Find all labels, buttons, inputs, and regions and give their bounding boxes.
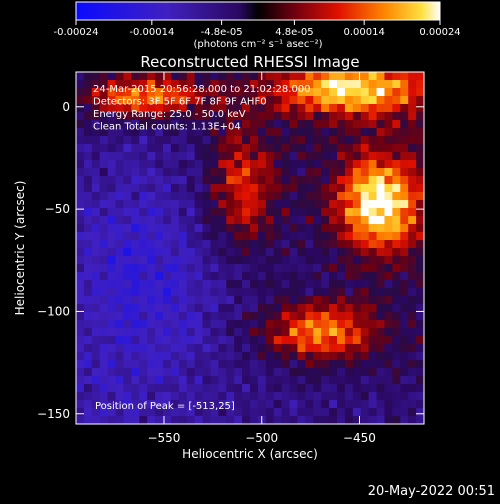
colorbar-tick-label: -0.00014 [129, 27, 174, 38]
colorbar-tick-label: 0.00014 [343, 27, 384, 38]
axis-ticks: −550 −500 −450 0 −50 −100 −150 [37, 72, 424, 445]
y-axis-label: Heliocentric Y (arcsec) [13, 181, 27, 316]
y-tick-label: −100 [37, 304, 70, 318]
info-annotations: 24-Mar-2015 20:56:28.000 to 21:02:28.000… [93, 84, 311, 133]
annotation-line: Detectors: 3F 5F 6F 7F 8F 9F AHF0 [93, 97, 267, 108]
x-tick-label: −500 [245, 431, 278, 445]
x-tick-label: −450 [343, 431, 376, 445]
colorbar-tick-label: 0.00024 [419, 27, 460, 38]
y-tick-label: −150 [37, 407, 70, 421]
plot-frame [75, 71, 425, 425]
colorbar [75, 1, 441, 21]
annotation-line: Energy Range: 25.0 - 50.0 keV [93, 109, 246, 120]
generation-timestamp: 20-May-2022 00:51 [368, 484, 495, 499]
annotation-line: 24-Mar-2015 20:56:28.000 to 21:02:28.000 [93, 84, 311, 95]
x-tick-label: −550 [147, 431, 180, 445]
colorbar-tick-label: -4.8e-05 [201, 27, 243, 38]
colorbar-tick-label: 4.8e-05 [275, 27, 313, 38]
x-axis-label: Heliocentric X (arcsec) [182, 447, 318, 461]
colorbar-unit-label: (photons cm⁻² s⁻¹ asec⁻²) [193, 39, 322, 50]
annotation-line: Clean Total counts: 1.13E+04 [93, 122, 241, 133]
colorbar-ticks: -0.00024 -0.00014 -4.8e-05 4.8e-05 0.00014 0.… [54, 20, 461, 38]
y-tick-label: −50 [45, 202, 70, 216]
heatmap-image [76, 72, 425, 425]
y-tick-label: 0 [62, 100, 70, 114]
peak-position-label: Position of Peak = [-513,25] [95, 401, 235, 412]
colorbar-tick-label: -0.00024 [54, 27, 99, 38]
chart-title: Reconstructed RHESSI Image [140, 53, 359, 71]
